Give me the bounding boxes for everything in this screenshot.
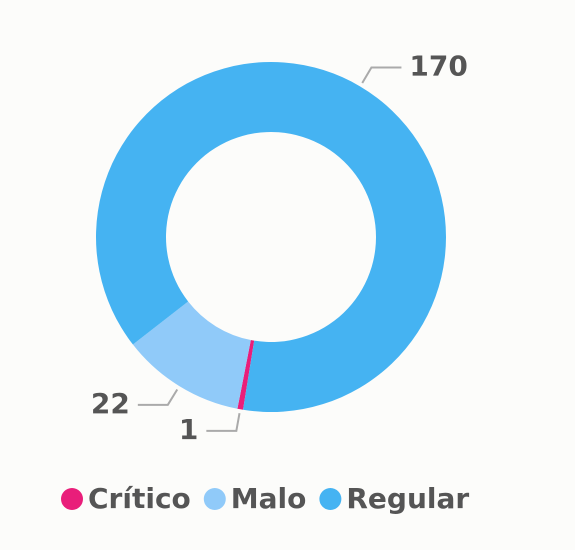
legend-label: Malo: [231, 482, 307, 515]
donut-slice: [237, 340, 255, 410]
data-label: 1: [179, 413, 198, 446]
data-label: 170: [409, 50, 467, 83]
legend-label: Regular: [346, 482, 469, 515]
donut-slice: [95, 61, 446, 413]
donut-slice: [132, 301, 251, 409]
leader-line: [361, 66, 402, 84]
legend-swatch: [319, 488, 342, 510]
legend-swatch: [61, 488, 83, 510]
legend-swatch: [203, 488, 226, 510]
legend-label: Crítico: [88, 482, 191, 515]
leader-line: [137, 388, 179, 406]
data-label: 22: [91, 387, 130, 420]
leader-line: [206, 413, 241, 432]
